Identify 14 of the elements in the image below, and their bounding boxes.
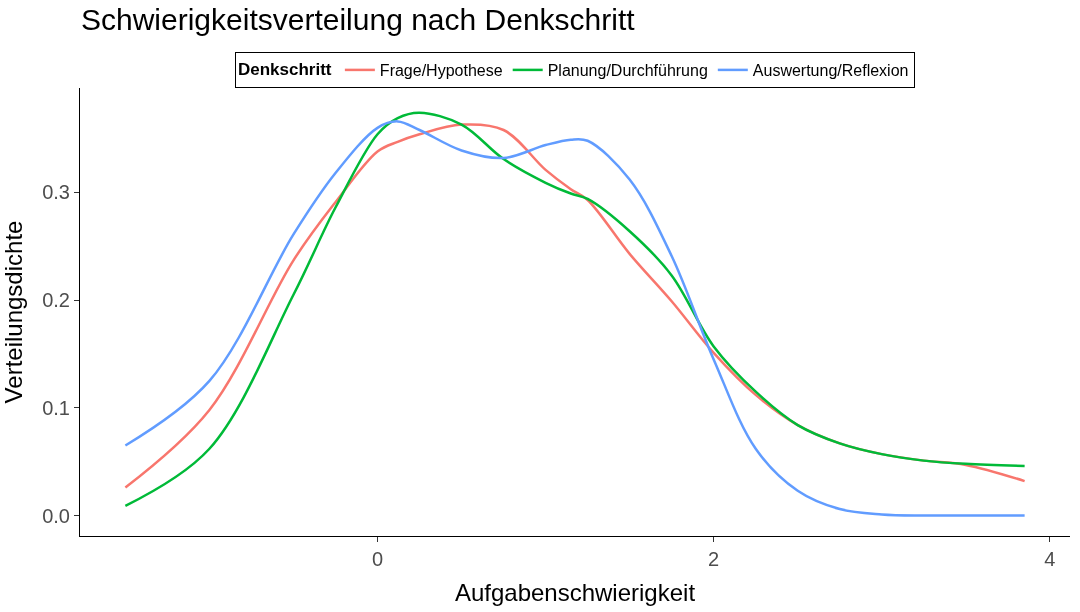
legend-label: Frage/Hypothese xyxy=(379,62,503,80)
y-tick-label: 0.0 xyxy=(42,504,70,527)
y-tick-label: 0.1 xyxy=(42,396,70,419)
y-axis-title: Verteilungsdichte xyxy=(0,220,27,404)
legend-label: Auswertung/Reflexion xyxy=(752,62,909,80)
y-tick-label: 0.3 xyxy=(42,181,70,204)
legend-label: Planung/Durchführung xyxy=(547,62,708,80)
y-tick-label: 0.2 xyxy=(42,289,70,312)
x-axis-title: Aufgabenschwierigkeit xyxy=(454,579,696,607)
legend-title: Denkschritt xyxy=(238,60,332,80)
x-tick-label: 2 xyxy=(708,548,720,570)
x-tick-label: 4 xyxy=(1044,548,1056,570)
x-tick-label: 0 xyxy=(371,548,384,570)
chart-title: Schwierigkeitsverteilung nach Denkschritt xyxy=(81,3,636,37)
